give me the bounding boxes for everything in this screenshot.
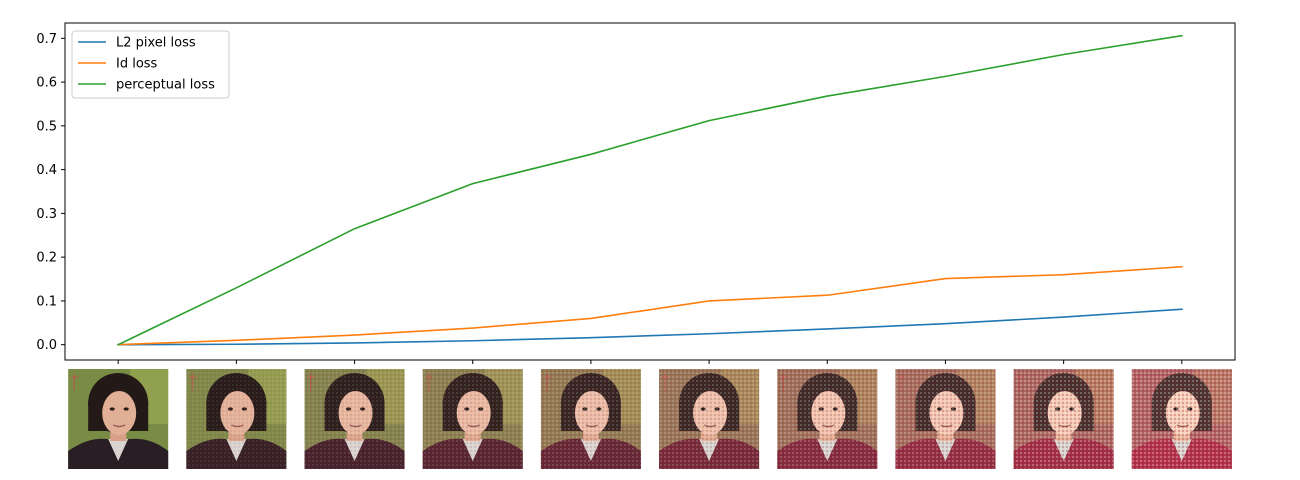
thumb-mouth bbox=[112, 424, 126, 428]
face-portrait-thumbnail bbox=[895, 369, 996, 469]
thumb-face bbox=[102, 391, 137, 435]
legend-label: Id loss bbox=[116, 57, 158, 72]
face-portrait-thumbnail bbox=[186, 369, 287, 469]
y-tick-label: 0.3 bbox=[36, 207, 57, 222]
face-portrait-thumbnail bbox=[304, 369, 405, 469]
legend-label: L2 pixel loss bbox=[116, 36, 196, 51]
thumb-noise bbox=[895, 369, 996, 469]
y-tick-label: 0.7 bbox=[36, 32, 57, 47]
plot-area: 0.0 0.1 0.2 0.3 0.4 0.5 0.6 0.7 bbox=[36, 22, 1236, 364]
y-tick-label: 0.4 bbox=[36, 163, 57, 178]
face-portrait-thumbnail bbox=[68, 369, 169, 469]
axes-frame bbox=[64, 22, 1236, 361]
y-tick-label: 0.2 bbox=[36, 251, 57, 266]
thumb-noise bbox=[1131, 369, 1232, 469]
y-tick-label: 0.6 bbox=[36, 76, 57, 91]
series-line-id-loss bbox=[117, 265, 1183, 346]
y-tick-label: 0.1 bbox=[36, 294, 57, 309]
series-line-l2-pixel-loss bbox=[117, 308, 1183, 346]
thumb-noise bbox=[540, 369, 641, 469]
face-portrait-thumbnail bbox=[659, 369, 760, 469]
legend-label: perceptual loss bbox=[116, 78, 215, 93]
thumbnail-strip bbox=[68, 369, 1232, 469]
y-tick-label: 0.0 bbox=[36, 338, 57, 353]
face-portrait-thumbnail bbox=[422, 369, 523, 469]
thumb-eye bbox=[123, 407, 129, 411]
face-portrait-thumbnail bbox=[777, 369, 878, 469]
y-tick-label: 0.5 bbox=[36, 119, 57, 134]
thumb-collar bbox=[108, 439, 129, 461]
face-portrait-thumbnail bbox=[1013, 369, 1114, 469]
thumb-eye bbox=[109, 407, 115, 411]
thumb-noise bbox=[422, 369, 523, 469]
thumb-mark bbox=[71, 373, 79, 391]
legend-box bbox=[71, 30, 230, 99]
face-portrait-thumbnail bbox=[1131, 369, 1232, 469]
thumb-noise bbox=[777, 369, 878, 469]
thumb-noise bbox=[186, 369, 287, 469]
legend: L2 pixel loss Id loss perceptual loss bbox=[71, 30, 230, 99]
thumb-noise bbox=[659, 369, 760, 469]
thumb-noise bbox=[304, 369, 405, 469]
series-line-perceptual-loss bbox=[117, 34, 1183, 346]
face-portrait-thumbnail bbox=[540, 369, 641, 469]
thumb-noise bbox=[1013, 369, 1114, 469]
